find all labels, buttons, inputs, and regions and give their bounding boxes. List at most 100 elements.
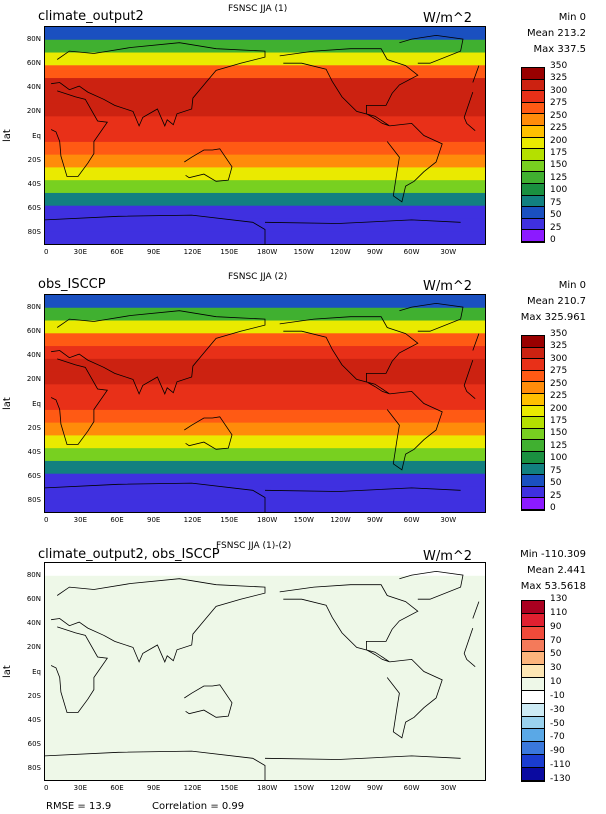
colorbar-segment xyxy=(522,742,544,756)
colorbar-segment xyxy=(522,102,544,115)
colorbar-label: 10 xyxy=(550,677,562,688)
colorbar-label: 30 xyxy=(550,663,562,674)
coastline-3 xyxy=(386,390,443,471)
panel-2-name: obs_ISCCP xyxy=(38,277,106,292)
lat-band-10N xyxy=(45,116,485,130)
panel-2-min: Min 0 xyxy=(558,280,586,291)
colorbar-label: 175 xyxy=(550,148,568,158)
correlation-label: Correlation = 0.99 xyxy=(152,801,245,812)
lat-band-60N xyxy=(45,588,485,602)
colorbar-label: 100 xyxy=(550,453,568,464)
panel-1-min: Min 0 xyxy=(558,12,586,23)
panel-3-units: W/m^2 xyxy=(423,549,473,564)
x-tick-label: 120E xyxy=(183,248,202,256)
colorbar-segment xyxy=(522,359,544,371)
x-tick-label: 150E xyxy=(220,248,239,256)
x-tick-label: 90W xyxy=(367,248,383,256)
colorbar-label: -30 xyxy=(550,704,565,715)
colorbar-segment xyxy=(522,755,544,768)
y-tick-label: 20N xyxy=(26,375,41,384)
colorbar-label: 25 xyxy=(550,490,562,501)
colorbar-label: 350 xyxy=(550,61,568,71)
colorbar-label: 0 xyxy=(550,503,556,513)
coastline-0 xyxy=(50,90,476,177)
colorbar-label: 0 xyxy=(550,235,556,245)
x-tick-label: 0 xyxy=(44,784,49,792)
colorbar-label: 100 xyxy=(550,185,568,196)
x-tick-label: 30E xyxy=(73,784,87,792)
panel-2-title: FSNSC JJA (2) xyxy=(228,272,288,282)
panel-1-name: climate_output2 xyxy=(38,9,144,24)
x-tick-label: 120W xyxy=(330,784,351,792)
colorbar-label: 110 xyxy=(550,607,568,618)
coastline-1 xyxy=(51,310,480,395)
coastline-1 xyxy=(51,42,480,127)
lat-band-30S xyxy=(45,435,485,449)
lat-band-30N xyxy=(45,358,485,373)
colorbar-segment xyxy=(522,716,544,730)
colorbar-label: 125 xyxy=(550,440,568,451)
panel-3-ylabel: lat xyxy=(2,665,13,678)
panel-1-mean: Mean 213.2 xyxy=(526,28,586,39)
colorbar-segment xyxy=(522,440,544,452)
panel-1-units: W/m^2 xyxy=(423,11,473,26)
colorbar-label: 70 xyxy=(550,635,562,646)
y-tick-label: 60N xyxy=(26,59,41,68)
coastline-1 xyxy=(51,578,480,663)
lat-band-50S xyxy=(45,728,485,743)
panel-2-map xyxy=(44,294,486,513)
y-tick-label: 20S xyxy=(27,691,41,700)
lat-band-60S xyxy=(45,741,485,756)
x-tick-label: 150W xyxy=(293,248,314,256)
panel-1-max: Max 337.5 xyxy=(533,44,586,55)
colorbar-segment xyxy=(522,218,544,231)
lat-band-Eq xyxy=(45,665,485,679)
colorbar-segment xyxy=(522,160,544,173)
colorbar-label: 125 xyxy=(550,172,568,183)
colorbar-segment xyxy=(522,626,544,640)
x-tick-label: 120E xyxy=(183,516,202,524)
panel-1-stats: Min 0 Mean 213.2 Max 337.5 xyxy=(527,10,586,58)
colorbar-segment xyxy=(522,690,544,704)
y-tick-label: 40N xyxy=(26,351,41,360)
coastline-0 xyxy=(50,626,476,713)
y-tick-label: Eq xyxy=(32,667,41,676)
colorbar-segment xyxy=(522,114,544,126)
x-tick-label: 90W xyxy=(367,516,383,524)
x-tick-label: 150E xyxy=(220,784,239,792)
panel-3-map xyxy=(44,562,486,781)
lat-band-70N xyxy=(45,307,485,322)
colorbar-segment xyxy=(522,68,544,80)
colorbar-label: 50 xyxy=(550,210,562,221)
lat-band-40S xyxy=(45,716,485,730)
x-tick-label: 0 xyxy=(44,516,49,524)
y-tick-label: 40N xyxy=(26,83,41,92)
lat-band-40N xyxy=(45,78,485,92)
colorbar-label: 350 xyxy=(550,329,568,339)
colorbar-segment xyxy=(522,639,544,653)
x-tick-label: 90E xyxy=(147,248,161,256)
y-tick-label: 80S xyxy=(27,763,41,772)
colorbar-label: -50 xyxy=(550,718,565,729)
x-tick-label: 60W xyxy=(403,248,420,256)
colorbar-segment xyxy=(522,486,544,499)
x-tick-label: 30W xyxy=(440,516,457,524)
colorbar-segment xyxy=(522,665,544,679)
coastline-0 xyxy=(50,358,476,445)
colorbar-label: 225 xyxy=(550,391,568,402)
x-tick-label: 150W xyxy=(293,784,314,792)
lat-band-40S xyxy=(45,448,485,462)
colorbar-label: 50 xyxy=(550,478,562,489)
x-tick-label: 180W xyxy=(257,516,278,524)
colorbar-segment xyxy=(522,463,544,476)
colorbar-segment xyxy=(522,370,544,383)
colorbar-label: -90 xyxy=(550,746,565,757)
panel-2-max: Max 325.961 xyxy=(520,312,586,323)
panel-3-stats: Min -110.309 Mean 2.441 Max 53.5618 xyxy=(520,547,586,595)
coastline-3 xyxy=(386,658,443,739)
panel-3-max: Max 53.5618 xyxy=(520,581,586,592)
panel-3-min: Min -110.309 xyxy=(520,549,586,560)
colorbar-segment xyxy=(522,91,544,103)
x-tick-label: 90W xyxy=(367,784,383,792)
x-tick-label: 120E xyxy=(183,784,202,792)
